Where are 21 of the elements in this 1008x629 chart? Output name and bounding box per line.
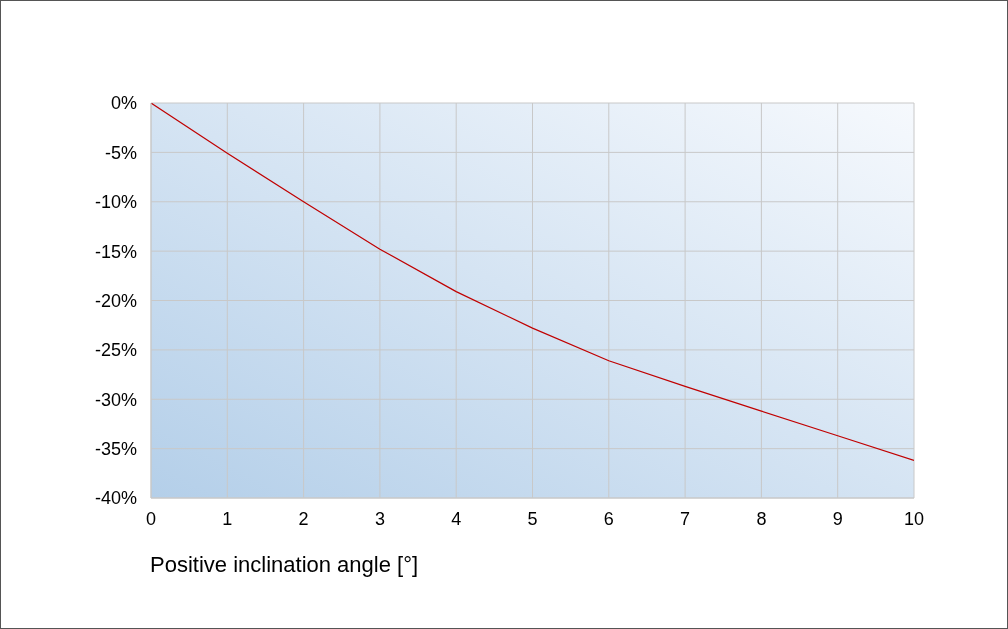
y-tick-label: -5%: [104, 142, 137, 163]
x-tick-label: 3: [374, 508, 385, 529]
x-tick-label: 8: [756, 508, 767, 529]
y-tick-label: -20%: [94, 290, 137, 311]
y-tick-label: -35%: [94, 439, 137, 460]
y-tick-label: -30%: [94, 389, 137, 410]
x-tick-label: 9: [832, 508, 843, 529]
y-tick-label: -15%: [94, 241, 137, 262]
x-tick-label: 6: [603, 508, 614, 529]
y-tick-label: -40%: [94, 488, 137, 509]
x-tick-label: 4: [451, 508, 462, 529]
x-tick-label: 7: [680, 508, 691, 529]
x-axis-title: Positive inclination angle [°]: [150, 552, 419, 578]
y-tick-label: 0%: [110, 93, 137, 114]
y-tick-label: -25%: [94, 340, 137, 361]
x-tick-label: 2: [298, 508, 309, 529]
x-tick-label: 1: [222, 508, 233, 529]
y-tick-label: -10%: [94, 192, 137, 213]
x-tick-label: 5: [527, 508, 538, 529]
x-tick-label: 10: [903, 508, 925, 529]
x-tick-label: 0: [145, 508, 157, 529]
